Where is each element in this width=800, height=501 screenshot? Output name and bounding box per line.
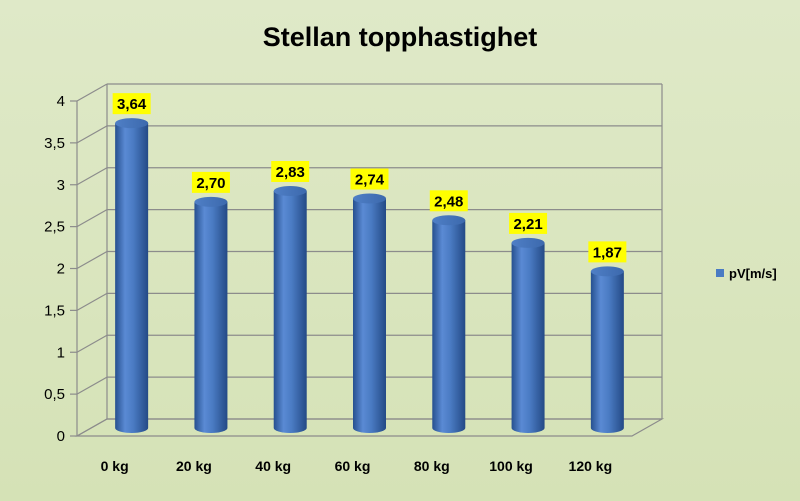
y-tick-label: 1 [57, 344, 65, 361]
bar-top [511, 237, 545, 248]
axes: 00,511,522,533,540 kg 20 kg 40 kg 60 kg 80 k… [44, 84, 665, 474]
x-tick-label: 20 kg [176, 458, 212, 474]
y-tick-label: 1,5 [44, 302, 65, 319]
legend: pV[m/s] [716, 266, 777, 281]
data-label: 2,83 [276, 164, 305, 181]
bar-top [194, 196, 228, 207]
bar [115, 123, 149, 434]
data-label: 2,21 [513, 216, 542, 233]
bar [590, 271, 624, 433]
y-tick-label: 4 [57, 93, 65, 110]
bar [353, 198, 386, 433]
data-label-bg [429, 190, 468, 212]
gridline-depth [76, 209, 108, 228]
bar-top [590, 266, 624, 277]
x-tick-label: 80 kg [414, 458, 450, 474]
y-tick-label: 3,5 [44, 135, 65, 152]
data-label-bg [509, 212, 548, 234]
bar [511, 242, 545, 433]
gridline-depth [76, 167, 108, 186]
data-label-bg [191, 171, 230, 193]
data-label: 3,64 [117, 96, 147, 113]
data-label: 1,87 [593, 244, 622, 261]
bar-top [353, 193, 386, 204]
bar [432, 220, 466, 433]
y-tick-label: 0,5 [44, 386, 65, 403]
floor-plane [74, 418, 665, 437]
gridline-depth [76, 292, 108, 311]
data-label-bg [271, 160, 310, 182]
x-tick-label: 0 kg [101, 458, 129, 474]
bar [273, 190, 307, 433]
data-label-bg [112, 93, 151, 115]
gridline-depth [76, 83, 108, 102]
legend-swatch [716, 269, 724, 277]
legend-label: pV[m/s] [729, 266, 777, 281]
data-label-bg [350, 168, 389, 190]
data-labels: 3,64 2,70 2,83 2,74 2,48 2,21 1,87 [112, 93, 627, 263]
bar [194, 201, 228, 433]
data-label: 2,74 [355, 172, 385, 189]
data-label: 2,48 [434, 193, 463, 210]
y-tick-label: 3 [57, 177, 65, 194]
bar-top [432, 215, 466, 226]
bar-series [115, 118, 624, 434]
y-tick-label: 2,5 [44, 219, 65, 236]
x-tick-label: 120 kg [569, 458, 613, 474]
gridline-depth [76, 334, 108, 353]
chart-title: Stellan topphastighet [263, 22, 538, 52]
x-tick-label: 60 kg [335, 458, 371, 474]
y-tick-label: 2 [57, 261, 65, 278]
data-label-bg [588, 241, 627, 263]
gridline-depth [76, 125, 108, 144]
y-tick-label: 0 [57, 428, 65, 445]
gridline-depth [76, 250, 108, 270]
gridline-depth [76, 376, 108, 395]
data-label: 2,70 [196, 175, 225, 192]
x-tick-label: 40 kg [255, 458, 291, 474]
bar-top [115, 118, 149, 129]
bar-top [273, 185, 307, 196]
x-tick-label: 100 kg [489, 458, 533, 474]
